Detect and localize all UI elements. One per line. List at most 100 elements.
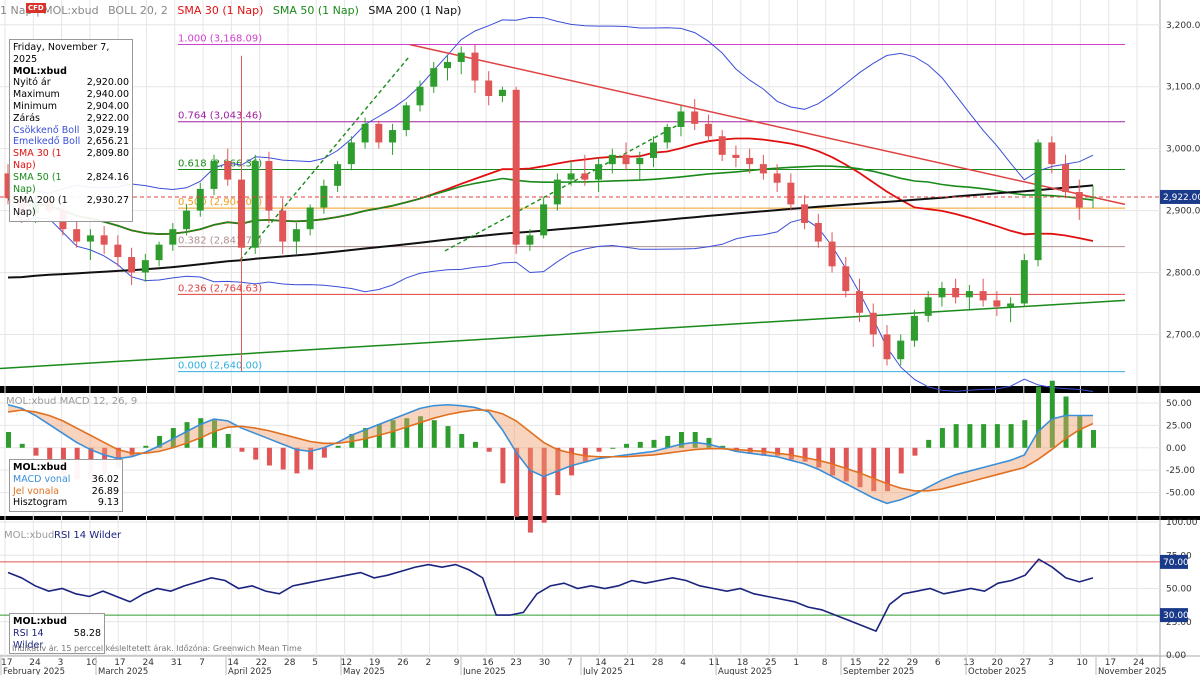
macd-histogram-bar [431, 420, 437, 448]
macd-histogram-bar [129, 447, 135, 456]
candle-body [251, 161, 259, 248]
candle-body [691, 111, 699, 124]
candle-body [306, 207, 314, 230]
macd-histogram-bar [321, 447, 327, 458]
macd-histogram-bar [404, 418, 410, 448]
x-month-label: August 2025 [718, 667, 772, 675]
candle [155, 241, 163, 267]
macd-histogram-bar [266, 447, 272, 466]
candle-body [952, 288, 960, 298]
x-tick-label: 7 [567, 658, 573, 668]
candle-body [265, 161, 273, 211]
candle-body [498, 89, 506, 96]
legend-instrument: 1 Nap | MOL:xbud [0, 4, 99, 17]
legend-sma30[interactable]: SMA 30 (1 Nap) [177, 4, 264, 17]
macd-histogram-bar [994, 424, 1000, 448]
candle [430, 61, 438, 93]
candle-body [979, 291, 987, 301]
candle [718, 130, 726, 162]
info-label: Nyitó ár [13, 77, 51, 89]
macd-histogram-bar [500, 447, 506, 484]
candle-body [897, 340, 905, 360]
candle-body [73, 229, 81, 242]
x-tick-label: 6 [935, 658, 941, 668]
candle-body [196, 188, 204, 211]
x-tick-label: 2 [426, 658, 432, 668]
info-label: SMA 50 (1 Nap) [13, 171, 62, 195]
info-label: Emelkedő Boll [13, 136, 81, 148]
info-row: Nyitó ár 2,920.00 [13, 77, 129, 89]
y-tick-label: 50.00 [1166, 399, 1192, 409]
candle-body [663, 126, 671, 143]
y-tick-label: 100.00 [1166, 518, 1198, 528]
x-tick-label: 25 [765, 658, 776, 668]
candle-body [883, 334, 891, 360]
candle [1062, 154, 1070, 199]
macd-histogram-bar [157, 435, 163, 448]
rsi-info-box: MOL:xbud RSI 14 Wilder 58.28 [9, 613, 105, 655]
candle [183, 204, 191, 236]
candle [663, 123, 671, 149]
candle-body [622, 154, 630, 165]
x-tick-label: 13 [963, 658, 974, 668]
candle [334, 161, 342, 192]
y-tick-label: 25.00 [1166, 421, 1192, 431]
rsi-header: MOL:xbud [4, 530, 54, 541]
info-value: 2,656.21 [86, 136, 129, 148]
y-tick-label: 50.00 [1166, 585, 1192, 595]
info-row: SMA 50 (1 Nap) 2,824.16 [13, 172, 129, 196]
macd-histogram-bar [1091, 430, 1096, 448]
x-month-label: November 2025 [1098, 667, 1167, 675]
macd-info-value-2: 9.13 [97, 497, 119, 509]
fib-level-label: 0.000 (2,640.00) [178, 361, 262, 372]
candle-body [746, 157, 754, 165]
macd-histogram-bar [459, 433, 465, 448]
macd-histogram-bar [788, 447, 794, 460]
x-tick-label: 21 [624, 658, 635, 668]
candle-body [1007, 303, 1015, 307]
info-value: 2,920.00 [86, 77, 129, 89]
x-tick-label: 18 [737, 658, 749, 668]
candle-body [169, 229, 177, 245]
candle [196, 182, 204, 217]
x-month-label: March 2025 [98, 667, 148, 675]
macd-histogram-bar [926, 439, 932, 448]
fib-level-label: 0.500 (2,904.04) [178, 197, 262, 208]
y-tick-label: 25.00 [1166, 618, 1192, 628]
candle-body [237, 179, 245, 248]
candle-body [279, 210, 287, 242]
candle [306, 204, 314, 236]
candle-body [347, 142, 355, 165]
legend-sma200[interactable]: SMA 200 (1 Nap) [368, 4, 462, 17]
macd-histogram-bar [843, 447, 849, 482]
candle [746, 148, 754, 174]
macd-histogram-bar [898, 447, 904, 474]
rsi-line [7, 558, 1094, 633]
candle-body [141, 260, 149, 273]
candle-body [443, 61, 451, 69]
rsi-70-tag [1160, 554, 1188, 569]
candle [73, 219, 81, 248]
macd-info-label-2: Hisztogram [13, 497, 68, 509]
macd-signal-fill [8, 404, 1093, 504]
info-row: SMA 30 (1 Nap) 2,809.80 [13, 148, 129, 172]
macd-histogram-bar [939, 428, 945, 448]
fib-level-label: 0.764 (3,043.46) [178, 111, 262, 122]
macd-histogram-bar [294, 447, 300, 474]
candle [773, 164, 781, 192]
candle [540, 198, 548, 239]
legend-sma50[interactable]: SMA 50 (1 Nap) [272, 4, 359, 17]
macd-histogram-bar [486, 447, 492, 452]
macd-histogram-bar [239, 447, 245, 452]
candle [924, 291, 932, 323]
candle-body [828, 241, 836, 267]
disclaimer: Indikatív ár. 15 perccel késleltetett ár… [12, 644, 302, 653]
macd-histogram-bar [651, 439, 657, 448]
macd-histogram-bar [6, 432, 11, 448]
candle [952, 278, 960, 304]
x-tick-label: 10 [1076, 658, 1088, 668]
x-tick-label: 17 [114, 658, 125, 668]
fib-level-label: 0.382 (2,841.73) [178, 236, 262, 247]
candle [361, 117, 369, 149]
